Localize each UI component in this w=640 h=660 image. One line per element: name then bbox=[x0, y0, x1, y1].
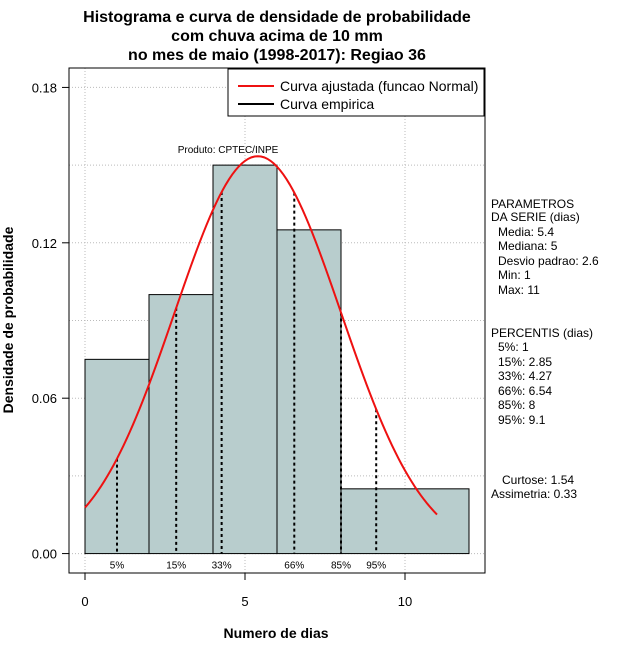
x-axis-label: Numero de dias bbox=[223, 625, 328, 641]
x-tick-label-2: 10 bbox=[398, 594, 412, 609]
param-min: Min: 1 bbox=[498, 268, 531, 282]
percentile-label-3: 66% bbox=[284, 561, 304, 572]
param-mediana: Mediana: 5 bbox=[498, 239, 558, 253]
percentile-label-0: 5% bbox=[110, 561, 125, 572]
percentile-label-1: 15% bbox=[166, 561, 186, 572]
percentile-labels: 5% 15% 33% 66% 85% 95% bbox=[110, 561, 387, 572]
y-tick-label-2: 0.12 bbox=[32, 236, 57, 251]
percentil-85: 85%: 8 bbox=[498, 398, 536, 412]
chart-title-line-3: no mes de maio (1998-2017): Regiao 36 bbox=[128, 47, 426, 64]
chart-title-line-1: Histograma e curva de densidade de proba… bbox=[83, 9, 471, 26]
histogram-bars bbox=[84, 164, 470, 555]
percentis-header: PERCENTIS (dias) bbox=[491, 326, 593, 340]
x-tick-label-0: 0 bbox=[81, 594, 88, 609]
param-media: Media: 5.4 bbox=[498, 225, 554, 239]
percentil-5: 5%: 1 bbox=[498, 340, 529, 354]
y-tick-label-0: 0.00 bbox=[32, 547, 57, 562]
chart-title-line-2: com chuva acima de 10 mm bbox=[171, 28, 383, 45]
legend-label-curve: Curva ajustada (funcao Normal) bbox=[280, 78, 478, 94]
stat-curtose: Curtose: 1.54 bbox=[502, 473, 574, 487]
percentile-label-5: 95% bbox=[366, 561, 386, 572]
percentile-label-2: 33% bbox=[212, 561, 232, 572]
percentil-95: 95%: 9.1 bbox=[498, 413, 546, 427]
percentil-66: 66%: 6.54 bbox=[498, 384, 552, 398]
normal-fit-curve bbox=[84, 155, 438, 516]
side-panel: PARAMETROS DA SERIE (dias) Media: 5.4 Me… bbox=[491, 197, 599, 501]
param-desvio: Desvio padrao: 2.6 bbox=[498, 254, 599, 268]
bar-4 bbox=[340, 488, 470, 555]
stat-assimetria: Assimetria: 0.33 bbox=[491, 487, 577, 501]
percentil-33: 33%: 4.27 bbox=[498, 369, 552, 383]
x-tick-label-1: 5 bbox=[241, 594, 248, 609]
percentile-label-4: 85% bbox=[331, 561, 351, 572]
y-axis: 0.00 0.06 0.12 0.18 bbox=[32, 80, 69, 562]
product-annotation: Produto: CPTEC/INPE bbox=[178, 145, 279, 156]
y-tick-label-3: 0.18 bbox=[32, 80, 57, 95]
percentile-lines bbox=[116, 192, 378, 554]
y-axis-label: Densidade de probabilidade bbox=[0, 226, 16, 413]
param-max: Max: 11 bbox=[498, 283, 540, 297]
params-header-2: DA SERIE (dias) bbox=[491, 210, 580, 224]
chart-title: Histograma e curva de densidade de proba… bbox=[83, 9, 471, 64]
legend: Curva ajustada (funcao Normal) Curva emp… bbox=[227, 68, 485, 117]
percentil-15: 15%: 2.85 bbox=[498, 355, 552, 369]
x-axis: 0 5 10 bbox=[81, 572, 412, 609]
y-tick-label-1: 0.06 bbox=[32, 391, 57, 406]
bar-2 bbox=[212, 164, 278, 555]
bar-3 bbox=[276, 229, 342, 555]
params-header-1: PARAMETROS bbox=[491, 197, 574, 211]
legend-box bbox=[227, 68, 485, 117]
legend-label-empirical: Curva empirica bbox=[280, 96, 374, 112]
bar-1 bbox=[148, 294, 214, 555]
